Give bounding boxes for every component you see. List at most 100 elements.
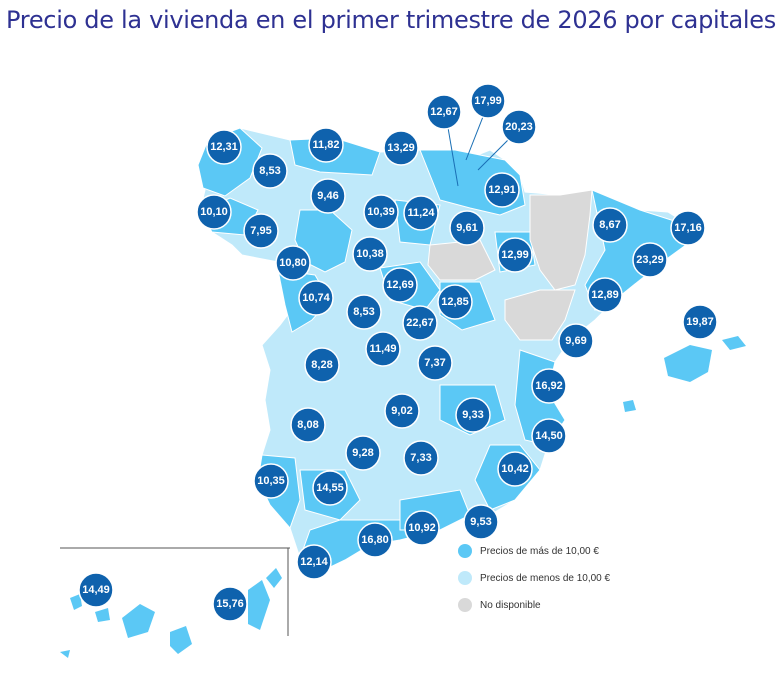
capital-bubble-circle (357, 522, 393, 558)
capital-bubble: 17,99 (470, 83, 506, 119)
capital-price-label: 11,24 (408, 207, 436, 219)
capital-price-label: 20,23 (505, 121, 533, 133)
capital-bubble-circle (449, 210, 485, 246)
capital-bubble-circle (78, 572, 114, 608)
capital-bubble: 16,80 (357, 522, 393, 558)
capital-bubble-circle (352, 236, 388, 272)
capital-bubble: 10,39 (363, 194, 399, 230)
capital-price-label: 8,67 (599, 219, 620, 231)
capital-bubble-circle (403, 195, 439, 231)
capital-price-label: 9,69 (565, 335, 586, 347)
capital-price-label: 8,53 (353, 306, 374, 318)
capital-price-label: 12,69 (386, 279, 414, 291)
capital-bubble: 8,08 (290, 407, 326, 443)
capital-bubble: 7,33 (403, 440, 439, 476)
capital-price-label: 16,92 (535, 380, 563, 392)
capital-bubble: 15,76 (212, 586, 248, 622)
legend-label-below: Precios de menos de 10,00 € (480, 572, 611, 584)
legend-item-above: Precios de más de 10,00 € (458, 542, 610, 560)
legend-label-na: No disponible (480, 599, 541, 611)
capital-bubble-circle (384, 393, 420, 429)
price-bubbles: 12,31 8,53 11,82 13,29 12,67 17,99 20,23 10,10 9… (78, 83, 718, 622)
capital-bubble-circle (253, 463, 289, 499)
capital-price-label: 12,31 (210, 141, 238, 153)
capital-price-label: 15,76 (216, 598, 244, 610)
capital-bubble: 9,46 (310, 178, 346, 214)
capital-bubble: 11,24 (403, 195, 439, 231)
capital-bubble-circle (308, 127, 344, 163)
capital-bubble-circle (670, 210, 706, 246)
capital-price-label: 17,16 (674, 222, 702, 234)
capital-bubble: 12,67 (426, 94, 462, 130)
capital-price-label: 9,46 (317, 190, 338, 202)
capital-bubble-circle (252, 153, 288, 189)
capital-bubble: 13,29 (383, 130, 419, 166)
capital-bubble: 10,38 (352, 236, 388, 272)
capital-bubble-circle (558, 323, 594, 359)
capital-bubble: 16,92 (531, 368, 567, 404)
capital-bubble-circle (312, 470, 348, 506)
legend-swatch-below (458, 571, 472, 585)
capital-price-label: 14,50 (535, 430, 563, 442)
capital-price-label: 7,33 (410, 452, 431, 464)
capital-price-label: 7,37 (424, 357, 445, 369)
capital-bubble: 12,31 (206, 129, 242, 165)
capital-bubble-circle (403, 440, 439, 476)
capital-bubble: 7,37 (417, 345, 453, 381)
capital-bubble-circle (345, 435, 381, 471)
capital-bubble: 22,67 (402, 305, 438, 341)
capital-bubble-circle (363, 194, 399, 230)
capital-price-label: 10,74 (302, 292, 330, 304)
capital-price-label: 12,91 (488, 184, 516, 196)
capital-bubble: 8,67 (592, 207, 628, 243)
capital-bubble-circle (404, 510, 440, 546)
legend: Precios de más de 10,00 € Precios de men… (458, 542, 610, 623)
capital-price-label: 14,55 (316, 482, 344, 494)
capital-bubble: 9,69 (558, 323, 594, 359)
capital-bubble: 12,99 (497, 237, 533, 273)
capital-price-label: 19,87 (686, 316, 714, 328)
capital-bubble: 20,23 (501, 109, 537, 145)
capital-bubble-circle (437, 284, 473, 320)
capital-bubble: 12,85 (437, 284, 473, 320)
capital-bubble: 12,89 (587, 277, 623, 313)
capital-bubble-circle (275, 245, 311, 281)
legend-item-below: Precios de menos de 10,00 € (458, 569, 610, 587)
legend-label-above: Precios de más de 10,00 € (480, 545, 599, 557)
capital-bubble-circle (501, 109, 537, 145)
legend-swatch-na (458, 598, 472, 612)
capital-bubble-circle (497, 451, 533, 487)
capital-bubble: 11,82 (308, 127, 344, 163)
capital-bubble: 14,50 (531, 418, 567, 454)
capital-bubble-circle (402, 305, 438, 341)
capital-bubble: 9,33 (455, 397, 491, 433)
capital-bubble-circle (365, 331, 401, 367)
capital-bubble-circle (310, 178, 346, 214)
capital-bubble: 8,53 (252, 153, 288, 189)
capital-bubble: 9,28 (345, 435, 381, 471)
capital-bubble: 19,87 (682, 304, 718, 340)
capital-bubble-circle (296, 544, 332, 580)
capital-bubble-circle (290, 407, 326, 443)
capital-bubble-circle (206, 129, 242, 165)
capital-bubble: 12,14 (296, 544, 332, 580)
capital-bubble-circle (196, 194, 232, 230)
capital-bubble-circle (243, 213, 279, 249)
capital-price-label: 14,49 (82, 584, 110, 596)
capital-bubble: 23,29 (632, 242, 668, 278)
capital-bubble-circle (463, 504, 499, 540)
capital-price-label: 16,80 (361, 534, 389, 546)
capital-bubble: 10,92 (404, 510, 440, 546)
balearic-islands (623, 336, 746, 412)
unavailable-regions (427, 189, 593, 341)
capital-bubble: 8,53 (346, 294, 382, 330)
capital-bubble-circle (632, 242, 668, 278)
capital-price-label: 23,29 (636, 254, 664, 266)
capital-bubble: 10,80 (275, 245, 311, 281)
capital-price-label: 10,38 (356, 248, 384, 260)
capital-price-label: 17,99 (474, 95, 502, 107)
capital-price-label: 10,35 (257, 475, 285, 487)
capital-price-label: 11,82 (313, 139, 340, 151)
capital-price-label: 10,80 (279, 257, 307, 269)
capital-bubble-circle (346, 294, 382, 330)
